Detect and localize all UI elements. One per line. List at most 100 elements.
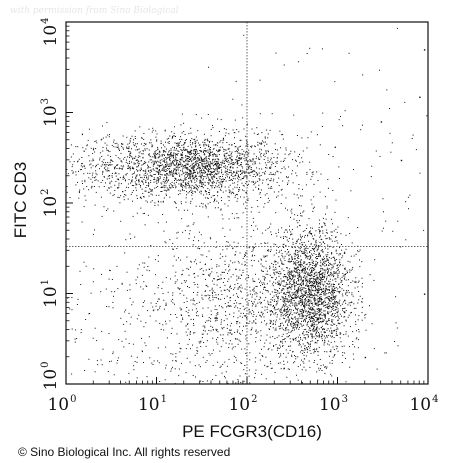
event-dot xyxy=(321,314,323,316)
event-dot xyxy=(252,254,253,256)
event-dot xyxy=(250,167,252,168)
event-dot xyxy=(239,322,241,324)
event-dot xyxy=(280,298,282,300)
event-dot xyxy=(199,174,201,176)
event-dot xyxy=(237,198,239,200)
event-dot xyxy=(284,251,286,253)
event-dot xyxy=(189,176,191,178)
event-dot xyxy=(213,278,215,280)
event-dot xyxy=(224,165,226,167)
event-dot xyxy=(305,244,307,246)
event-dot xyxy=(184,281,186,283)
event-dot xyxy=(344,311,346,313)
event-dot xyxy=(322,319,324,321)
event-dot xyxy=(203,274,205,275)
event-dot xyxy=(332,305,334,307)
event-dot xyxy=(213,180,215,182)
event-dot xyxy=(283,238,284,239)
event-dot xyxy=(308,317,310,318)
event-dot xyxy=(319,245,321,247)
event-dot xyxy=(148,161,150,163)
event-dot xyxy=(230,171,232,173)
event-dot xyxy=(299,326,300,328)
event-dot xyxy=(197,166,199,168)
event-dot xyxy=(328,283,330,285)
event-dot xyxy=(361,312,363,314)
event-dot xyxy=(258,184,260,186)
event-dot xyxy=(182,157,184,159)
event-dot xyxy=(249,171,251,173)
event-dot xyxy=(184,177,186,179)
event-dot xyxy=(199,182,201,184)
event-dot xyxy=(242,305,244,307)
event-dot xyxy=(168,168,170,170)
event-dot xyxy=(286,283,288,285)
event-dot xyxy=(166,138,168,140)
event-dot xyxy=(195,163,197,165)
event-dot xyxy=(203,242,205,244)
event-dot xyxy=(159,151,161,153)
event-dot xyxy=(311,272,313,274)
event-dot xyxy=(329,238,330,240)
event-dot xyxy=(309,282,311,284)
event-dot xyxy=(153,179,155,180)
event-dot xyxy=(275,161,277,163)
event-dot xyxy=(157,181,159,183)
event-dot xyxy=(81,163,83,165)
event-dot xyxy=(300,239,302,241)
event-dot xyxy=(311,335,313,337)
event-dot xyxy=(110,160,112,162)
event-dot xyxy=(195,160,197,162)
event-dot xyxy=(206,159,208,161)
event-dot xyxy=(259,314,261,316)
event-dot xyxy=(253,301,255,303)
event-dot xyxy=(323,319,325,321)
event-dot xyxy=(325,261,327,262)
event-dot xyxy=(238,131,240,133)
event-dot xyxy=(97,163,99,165)
event-dot xyxy=(216,145,218,147)
event-dot xyxy=(280,341,282,343)
event-dot xyxy=(186,194,187,196)
event-dot xyxy=(261,232,263,234)
event-dot xyxy=(157,170,159,172)
event-dot xyxy=(276,272,278,274)
event-dot xyxy=(208,352,210,354)
event-dot xyxy=(217,195,218,197)
event-dot xyxy=(222,191,224,193)
event-dot xyxy=(236,246,238,248)
event-dot xyxy=(339,259,341,261)
event-dot xyxy=(150,175,152,177)
event-dot xyxy=(225,255,227,257)
event-dot xyxy=(352,295,354,297)
event-dot xyxy=(92,172,94,174)
event-dot xyxy=(208,178,210,180)
event-dot xyxy=(310,325,312,327)
event-dot xyxy=(285,349,287,351)
event-dot xyxy=(250,171,252,173)
event-dot xyxy=(282,345,284,347)
event-dot xyxy=(182,269,184,271)
event-dot xyxy=(282,300,284,302)
event-dot xyxy=(193,150,195,152)
event-dot xyxy=(301,359,302,361)
event-dot xyxy=(293,274,295,276)
event-dot xyxy=(229,305,231,307)
event-dot xyxy=(235,251,237,253)
event-dot xyxy=(226,166,228,168)
event-dot xyxy=(319,273,321,275)
event-dot xyxy=(332,332,334,334)
event-dot xyxy=(221,164,222,166)
event-dot xyxy=(263,299,265,301)
event-dot xyxy=(127,162,129,164)
event-dot xyxy=(279,328,281,330)
event-dot xyxy=(293,218,295,220)
event-dot xyxy=(242,212,244,214)
event-dot xyxy=(263,141,265,143)
event-dot xyxy=(230,285,231,287)
event-dot xyxy=(316,327,318,329)
event-dot xyxy=(309,299,311,301)
event-dot xyxy=(300,262,302,263)
event-dot xyxy=(325,264,327,266)
event-dot xyxy=(157,260,159,262)
